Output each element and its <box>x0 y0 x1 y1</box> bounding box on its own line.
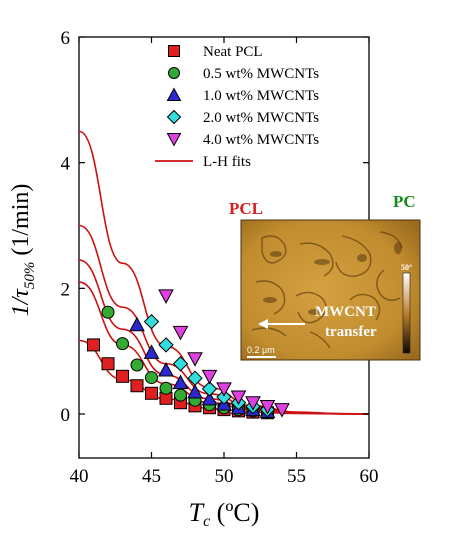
marker-s3-p4 <box>201 381 218 397</box>
x-tick-label-0: 40 <box>70 466 89 487</box>
inset-label-pc: PC <box>393 192 416 211</box>
legend-marker-4 <box>166 133 182 147</box>
colorbar-label: 50° <box>401 263 412 272</box>
data-markers <box>87 289 290 420</box>
marker-s1-p4 <box>159 381 173 395</box>
marker-s4-p0 <box>158 289 174 304</box>
legend-marker-3 <box>166 109 182 125</box>
inset-image: PCL PC 50° MWCNT transfer <box>229 192 421 361</box>
legend-marker-0 <box>168 45 180 57</box>
marker-s1-p2 <box>130 358 144 372</box>
marker-s3-p3 <box>187 370 203 386</box>
marker-s3-p2 <box>172 356 189 372</box>
x-axis-title-main: T <box>189 498 205 527</box>
marker-s4-p8 <box>274 403 290 418</box>
inset-label-pcl: PCL <box>229 199 263 218</box>
x-tick-label-2: 50 <box>215 466 234 487</box>
marker-s4-p2 <box>187 352 203 367</box>
legend-label-4: 4.0 wt% MWCNTs <box>203 132 319 148</box>
arrow-text-line2: transfer <box>325 324 377 340</box>
axis-ticks: 40 45 50 55 60 0 2 4 6 <box>61 28 379 487</box>
afm-texture <box>251 231 403 349</box>
afm-image <box>240 219 421 361</box>
marker-s4-p7 <box>259 399 276 415</box>
marker-s3-p5 <box>216 389 232 405</box>
marker-s2-p4 <box>187 383 203 399</box>
legend-marker-2 <box>166 87 182 101</box>
marker-s2-p0 <box>129 316 145 332</box>
marker-s2-p3 <box>172 374 189 390</box>
marker-s4-p5 <box>230 390 247 406</box>
y-tick-label-1: 2 <box>61 279 71 300</box>
marker-s4-p6 <box>245 396 261 411</box>
y-axis-title-sub: 50% <box>22 262 38 290</box>
transfer-arrowhead <box>258 319 268 329</box>
arrow-text-line1: MWCNT <box>315 304 376 320</box>
x-axis-title-sub: c <box>203 513 210 530</box>
marker-s2-p5 <box>201 390 218 406</box>
legend-label-fits: L-H fits <box>203 154 251 170</box>
y-tick-label-0: 0 <box>61 405 71 426</box>
legend: Neat PCL 0.5 wt% MWCNTs 1.0 wt% MWCNTs 2.0 … <box>155 44 319 170</box>
y-tick-label-3: 6 <box>61 28 71 49</box>
x-tick-label-4: 60 <box>360 466 379 487</box>
x-tick-label-1: 45 <box>142 466 161 487</box>
marker-s0-p2 <box>116 369 129 383</box>
colorbar <box>402 272 411 354</box>
legend-label-3: 2.0 wt% MWCNTs <box>203 110 319 126</box>
scale-bar-label: 0.2 μm <box>247 345 275 355</box>
marker-s0-p3 <box>130 379 144 393</box>
legend-label-0: Neat PCL <box>203 44 263 60</box>
afm-dark-spots <box>263 242 402 315</box>
x-axis-title: Tc (ºC) <box>189 498 260 530</box>
marker-s2-p2 <box>158 361 174 377</box>
marker-s3-p1 <box>158 337 174 353</box>
y-axis-title-unit: (1/min) <box>8 184 34 262</box>
marker-s0-p4 <box>145 386 158 400</box>
x-axis-title-unit: (ºC) <box>210 498 259 527</box>
marker-s4-p3 <box>201 369 218 385</box>
marker-s0-p0 <box>87 338 100 352</box>
marker-s1-p0 <box>101 305 115 319</box>
marker-s3-p0 <box>143 313 160 330</box>
y-tick-label-2: 4 <box>61 154 71 175</box>
legend-label-1: 0.5 wt% MWCNTs <box>203 66 319 82</box>
y-axis-title-tau: τ <box>8 288 34 298</box>
marker-s0-p1 <box>101 357 115 371</box>
legend-label-2: 1.0 wt% MWCNTs <box>203 88 319 104</box>
marker-s1-p1 <box>116 337 129 351</box>
x-tick-label-3: 55 <box>287 466 306 487</box>
marker-s4-p4 <box>216 382 232 397</box>
marker-s2-p1 <box>143 344 160 359</box>
marker-s1-p5 <box>174 388 187 402</box>
legend-marker-1 <box>168 67 180 79</box>
y-axis-title: 1/τ50% (1/min) <box>8 184 38 317</box>
marker-s1-p3 <box>145 371 158 385</box>
y-axis-title-pre: 1/ <box>8 295 34 316</box>
marker-s4-p1 <box>172 325 189 341</box>
